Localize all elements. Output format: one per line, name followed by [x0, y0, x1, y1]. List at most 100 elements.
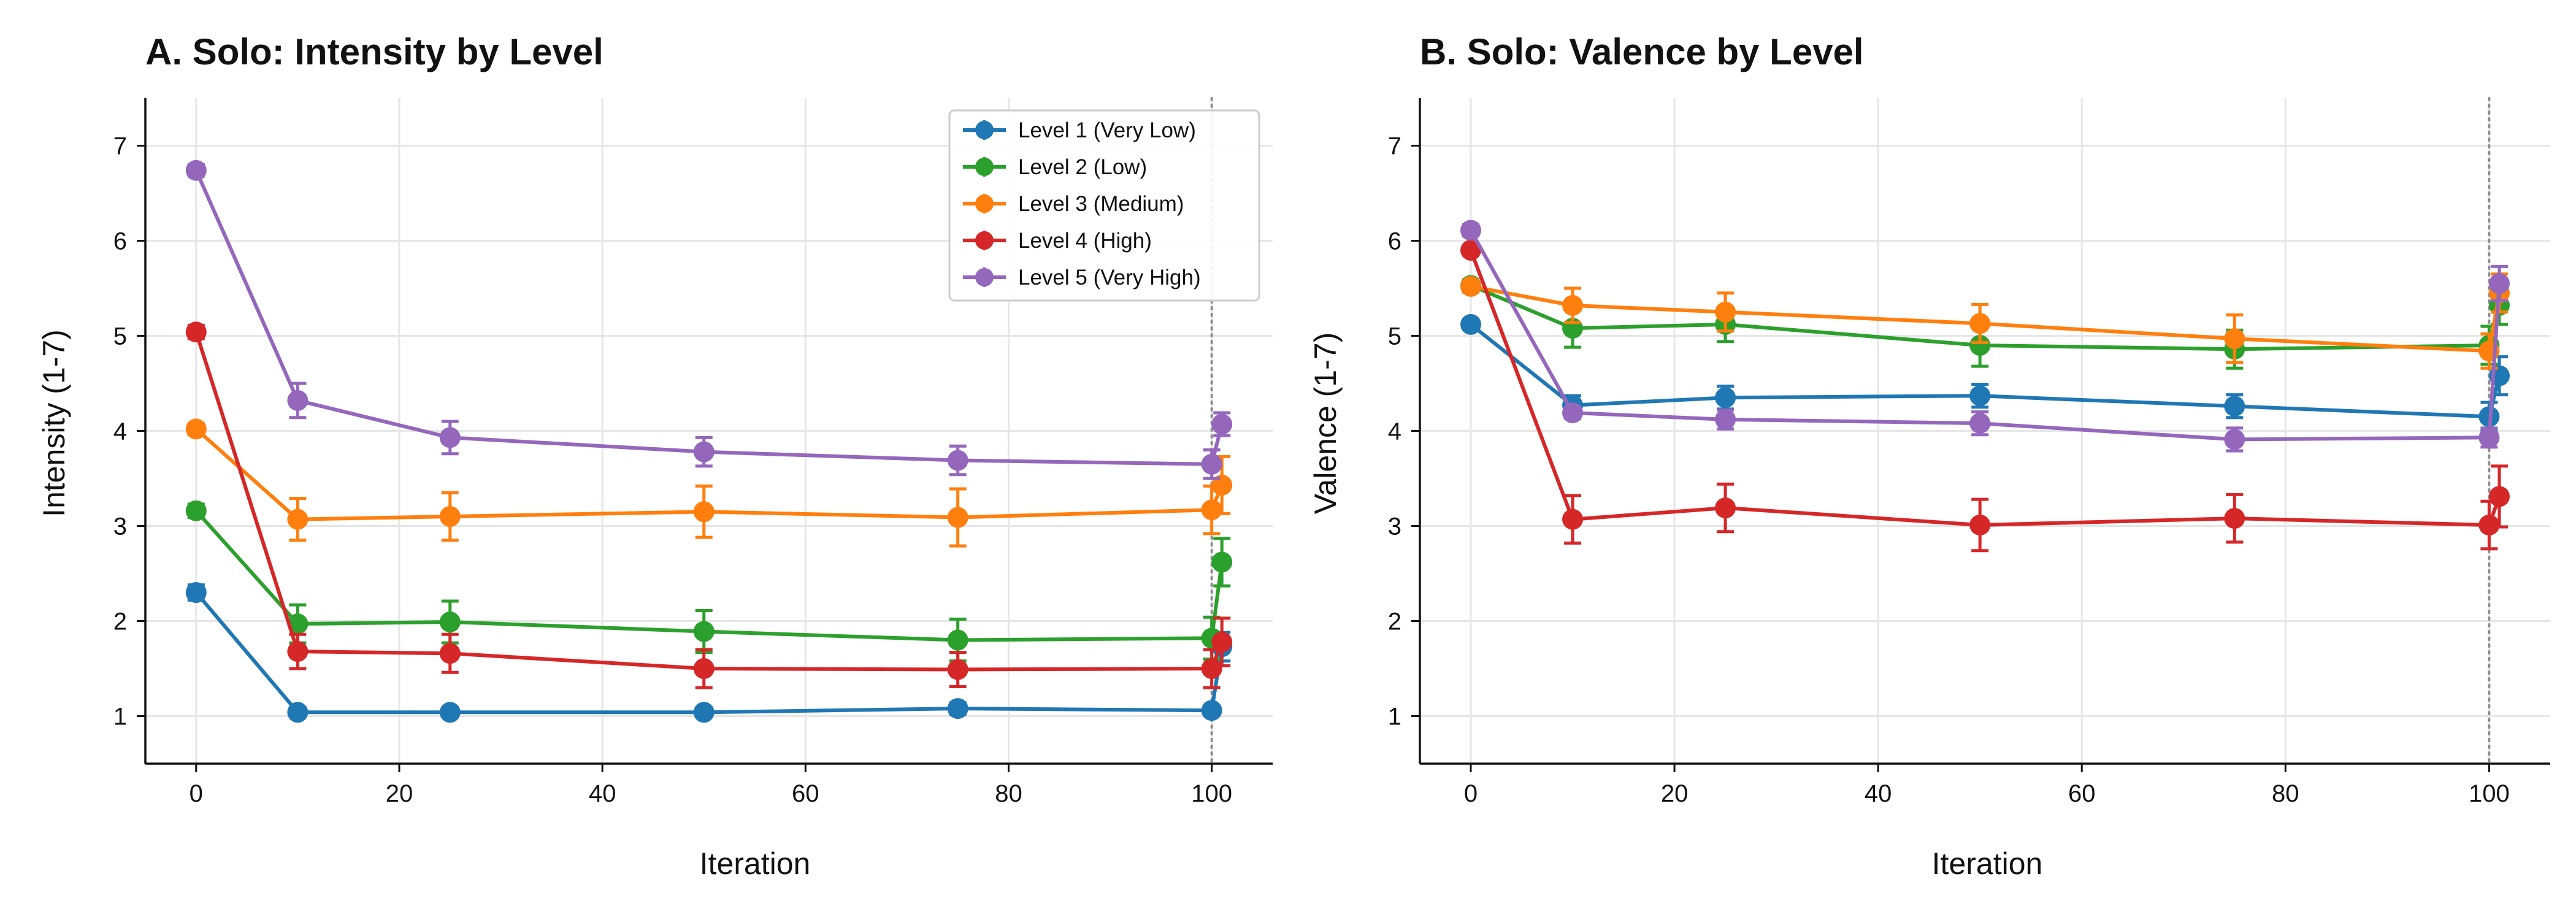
a-y-tick-label-6: 6 [113, 228, 127, 255]
panel-b-series [1460, 220, 2510, 553]
b-series-4 [1460, 240, 2510, 553]
a-y-tick-label-2: 2 [113, 608, 127, 635]
a-y-tick-label-7: 7 [113, 133, 127, 160]
b-series-1-point-0 [1460, 313, 1482, 335]
legend-item-3: Level 3 (Medium) [963, 192, 1184, 216]
a-y-tick-label-5: 5 [113, 323, 127, 350]
b-series-5-point-2 [1715, 409, 1736, 430]
legend-item-5-label: Level 5 (Very High) [1018, 266, 1201, 290]
a-series-1-point-5 [1201, 700, 1222, 721]
a-series-4-point-2 [439, 643, 461, 664]
b-series-5-point-5 [2478, 427, 2500, 448]
b-series-3-point-3 [1969, 313, 1991, 334]
a-series-3-point-0 [185, 418, 207, 440]
b-y-tick-label-7: 7 [1388, 133, 1401, 160]
b-y-tick-label-5: 5 [1388, 323, 1401, 350]
b-series-5-point-4 [2224, 429, 2245, 450]
panel-a-series [185, 159, 1233, 723]
a-x-tick-label-40: 40 [589, 780, 616, 807]
a-series-3-point-3 [693, 501, 715, 523]
a-series-5-point-6 [1211, 413, 1233, 435]
panel-b-valence: B. Solo: Valence by Level Iteration Vale… [1308, 31, 2550, 881]
a-x-tick-label-80: 80 [995, 780, 1022, 807]
b-series-4-point-2 [1715, 497, 1736, 519]
b-series-5-point-0 [1460, 220, 1482, 241]
a-series-3-point-4 [947, 507, 968, 528]
legend-item-4: Level 4 (High) [963, 229, 1152, 253]
panel-a-intensity: A. Solo: Intensity by Level Iteration In… [37, 31, 1273, 881]
b-series-5-point-3 [1969, 413, 1991, 434]
legend-item-1-label: Level 1 (Very Low) [1018, 118, 1196, 142]
legend-item-3-marker [975, 194, 994, 213]
panel-b-axes: 0 20 40 60 80 100 1 2 3 4 5 6 7 [1388, 98, 2550, 807]
legend-item-3-label: Level 3 (Medium) [1018, 192, 1184, 216]
a-series-5-point-1 [287, 389, 309, 411]
panel-b-y-axis-label: Valence (1-7) [1308, 332, 1343, 514]
a-series-5 [185, 159, 1233, 480]
b-x-tick-label-60: 60 [2068, 780, 2096, 807]
b-series-4-point-6 [2488, 486, 2510, 507]
b-series-4-point-0 [1460, 240, 1482, 261]
b-y-tick-label-6: 6 [1388, 228, 1401, 255]
b-y-tick-label-4: 4 [1388, 418, 1401, 445]
a-series-4-point-3 [693, 658, 715, 679]
b-series-5-point-6 [2488, 273, 2510, 294]
a-series-3-point-5 [1201, 499, 1222, 521]
b-series-3-point-2 [1715, 301, 1736, 323]
legend-item-5-marker [975, 268, 994, 286]
a-series-2 [185, 500, 1233, 663]
b-y-tick-label-3: 3 [1388, 513, 1401, 540]
a-series-3-point-1 [287, 508, 309, 530]
a-series-5-point-5 [1201, 453, 1222, 475]
legend-box [948, 109, 1260, 302]
b-y-tick-label-2: 2 [1388, 608, 1401, 635]
a-x-tick-label-60: 60 [792, 780, 819, 807]
a-series-4-point-0 [185, 321, 207, 343]
a-series-4-point-1 [287, 641, 309, 662]
a-series-1-point-2 [439, 702, 461, 723]
b-x-tick-label-20: 20 [1661, 780, 1689, 807]
b-series-3-point-1 [1562, 294, 1584, 316]
a-series-2-point-4 [947, 629, 968, 651]
a-series-2-point-0 [185, 500, 207, 521]
b-series-1-point-4 [2224, 396, 2245, 417]
a-series-4-point-5 [1201, 658, 1222, 679]
legend-item-2-marker [975, 158, 994, 176]
a-series-5-point-4 [947, 450, 968, 471]
b-series-1-point-3 [1969, 385, 1991, 407]
b-series-4-point-4 [2224, 508, 2245, 529]
b-x-tick-label-0: 0 [1464, 780, 1478, 807]
b-series-5-point-1 [1562, 402, 1584, 424]
a-series-5-point-2 [439, 427, 461, 448]
a-series-1-point-4 [947, 698, 968, 719]
a-series-5-point-0 [185, 159, 207, 181]
legend-item-4-label: Level 4 (High) [1018, 229, 1152, 253]
a-x-tick-label-100: 100 [1191, 780, 1232, 807]
b-x-tick-label-80: 80 [2272, 780, 2299, 807]
panel-b-title: B. Solo: Valence by Level [1420, 31, 1864, 72]
legend-item-1-marker [975, 121, 994, 139]
panel-a-axes: 0 20 40 60 80 100 1 2 3 4 5 6 7 [113, 98, 1273, 807]
b-y-tick-label-1: 1 [1388, 704, 1401, 731]
a-series-5-point-3 [693, 441, 715, 462]
b-series-5 [1460, 220, 2510, 453]
legend-item-1: Level 1 (Very Low) [963, 118, 1196, 142]
b-series-4-point-1 [1562, 508, 1584, 530]
a-y-tick-label-3: 3 [113, 513, 127, 540]
b-series-4-point-5 [2478, 514, 2500, 535]
a-series-3-point-2 [439, 506, 461, 527]
panel-a-y-axis-label: Intensity (1-7) [37, 329, 71, 517]
b-series-3-point-4 [2224, 328, 2245, 350]
a-series-1-point-1 [287, 702, 309, 723]
legend-item-2: Level 2 (Low) [963, 155, 1147, 179]
b-x-tick-label-40: 40 [1865, 780, 1892, 807]
a-y-tick-label-1: 1 [113, 704, 127, 731]
panel-b-x-axis-label: Iteration [1932, 846, 2043, 881]
b-series-2-point-3 [1969, 335, 1991, 356]
panel-a-x-axis-label: Iteration [700, 846, 811, 881]
a-y-tick-label-4: 4 [113, 418, 127, 445]
b-series-1-point-2 [1715, 387, 1736, 409]
a-series-4 [185, 321, 1233, 689]
legend-item-4-marker [975, 231, 994, 250]
